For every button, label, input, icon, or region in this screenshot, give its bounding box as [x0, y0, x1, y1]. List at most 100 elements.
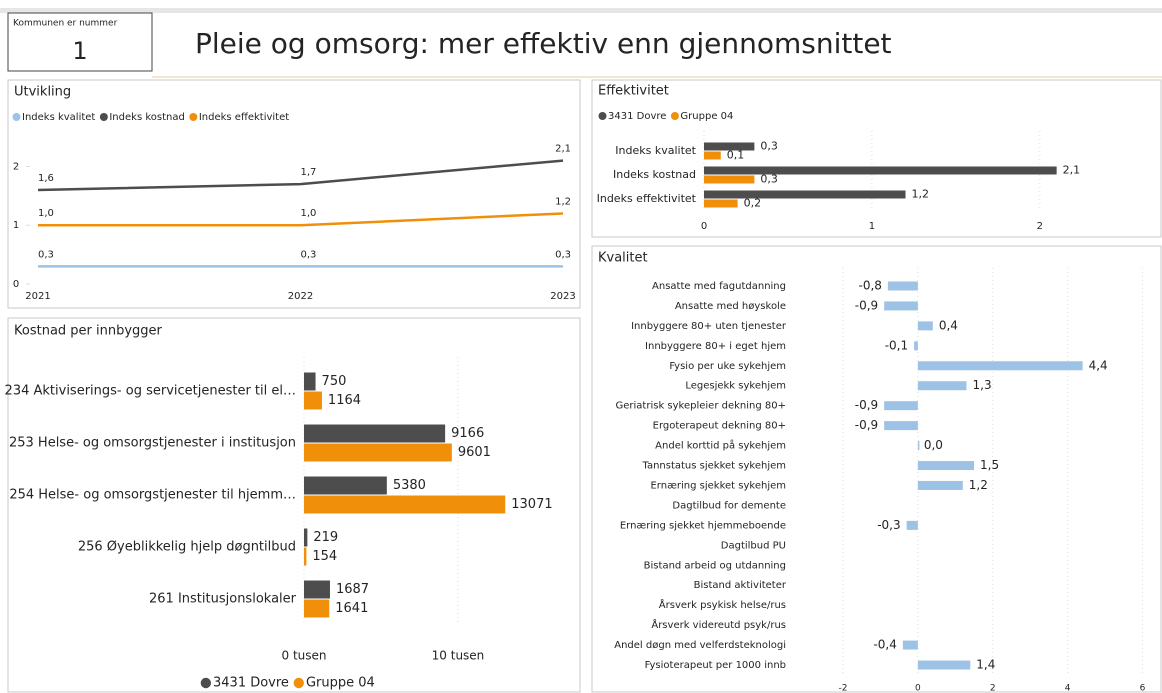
data-label: 0,0: [924, 438, 943, 452]
data-label: 1,2: [912, 188, 930, 201]
panel-title: Effektivitet: [598, 84, 669, 99]
category-label: 234 Aktiviserings- og servicetjenester t…: [5, 384, 296, 399]
data-label: 1,0: [301, 208, 317, 219]
data-label: 0,2: [744, 197, 762, 210]
data-label: 1,7: [301, 167, 317, 178]
bar: [304, 391, 322, 410]
legend-marker: [598, 112, 607, 120]
category-label: Indeks kvalitet: [615, 144, 696, 157]
card: [7, 12, 153, 72]
category-label: Årsverk videreutd psyk/rus: [651, 618, 786, 631]
card-label: Kommunen er nummer: [13, 19, 118, 29]
bar: [704, 199, 738, 208]
category-label: Legesjekk sykehjem: [685, 381, 786, 392]
data-label: 1164: [328, 393, 361, 408]
bar: [304, 495, 506, 514]
category-label: Ergoterapeut dekning 80+: [653, 421, 786, 432]
bar: [304, 580, 330, 599]
category-label: 254 Helse- og omsorgstjenester til hjemm…: [9, 488, 296, 503]
category-label: Indeks kostnad: [613, 168, 696, 181]
category-label: Ernæring sjekket hjemmeboende: [620, 520, 786, 531]
legend-marker: [293, 677, 304, 689]
data-label: -0,3: [877, 518, 900, 532]
category-label: Ansatte med høyskole: [675, 301, 786, 312]
panel: [591, 79, 1162, 238]
data-label: 0,3: [555, 249, 571, 260]
x-tick-label: 2021: [25, 291, 50, 302]
x-tick-label: 10 tusen: [432, 649, 485, 663]
bar: [704, 166, 1057, 175]
panel-title: Utvikling: [14, 85, 71, 100]
data-label: 1,3: [973, 378, 992, 392]
bar: [304, 424, 446, 443]
category-label: Årsverk psykisk helse/rus: [659, 598, 786, 611]
data-label: -0,9: [855, 418, 878, 432]
data-label: 9601: [458, 445, 491, 460]
data-label: -0,9: [855, 298, 878, 312]
bar: [917, 381, 967, 391]
bar: [917, 361, 1083, 371]
panel: [591, 245, 1162, 693]
data-label: 1,2: [555, 196, 571, 207]
category-label: Fysioterapeut per 1000 innb: [645, 660, 786, 671]
legend-marker: [200, 677, 212, 689]
data-label: 1641: [335, 601, 368, 616]
data-label: 154: [312, 549, 337, 564]
legend-marker: [189, 113, 198, 121]
category-label: Innbyggere 80+ i eget hjem: [645, 341, 786, 352]
data-label: 2,1: [555, 144, 571, 155]
x-tick-label: 6: [1140, 684, 1146, 693]
data-label: 0,3: [38, 249, 54, 260]
category-label: Dagtilbud PU: [721, 540, 786, 551]
data-label: 1,5: [980, 458, 999, 472]
category-label: Dagtilbud for demente: [672, 500, 786, 511]
page-title: Pleie og omsorg: mer effektiv enn gjenno…: [195, 27, 892, 60]
data-label: -0,9: [855, 398, 878, 412]
top-bar: [0, 8, 1162, 13]
category-label: Tannstatus sjekket sykehjem: [641, 461, 786, 472]
data-label: -0,8: [858, 278, 881, 292]
y-tick-label: 2: [13, 161, 19, 172]
x-tick-label: 2: [1037, 221, 1043, 232]
bar: [917, 480, 963, 490]
data-label: 2,1: [1063, 164, 1081, 177]
x-tick-label: 0: [701, 221, 707, 232]
bar: [304, 372, 316, 391]
panel-title: Kvalitet: [598, 251, 648, 266]
data-label: 0,1: [727, 149, 745, 162]
x-tick-label: 4: [1065, 684, 1071, 693]
legend-label: Gruppe 04: [306, 676, 375, 691]
legend-marker: [12, 113, 21, 121]
series-line: [37, 159, 564, 192]
data-label: 0,3: [760, 140, 778, 153]
y-tick-label: 1: [13, 220, 19, 231]
bar: [704, 142, 755, 151]
bar: [304, 443, 452, 462]
x-tick-label: -2: [838, 684, 847, 693]
category-label: Bistand arbeid og utdanning: [644, 560, 786, 571]
legend-label: 3431 Dovre: [213, 676, 289, 691]
legend-label: Indeks effektivitet: [199, 112, 289, 123]
data-label: 1,6: [38, 173, 54, 184]
data-label: 1,0: [38, 208, 54, 219]
data-label: 750: [322, 374, 347, 389]
data-label: 5380: [393, 478, 426, 493]
category-label: Fysio per uke sykehjem: [669, 361, 786, 372]
bar: [906, 520, 918, 530]
x-tick-label: 2022: [288, 291, 313, 302]
category-label: 256 Øyeblikkelig hjelp døgntilbud: [78, 540, 296, 555]
legend-label: Indeks kvalitet: [22, 112, 95, 123]
category-label: Bistand aktiviteter: [694, 580, 787, 591]
legend-label: Gruppe 04: [680, 111, 733, 122]
bar: [887, 281, 918, 291]
x-tick-label: 0: [915, 684, 921, 693]
x-tick-label: 0 tusen: [282, 649, 327, 663]
bar: [704, 190, 906, 199]
data-label: -0,4: [873, 638, 896, 652]
data-label: 0,3: [760, 173, 778, 186]
data-label: 0,3: [301, 249, 317, 260]
card-value: 1: [72, 37, 87, 65]
bar: [304, 528, 308, 547]
category-label: Geriatrisk sykepleier dekning 80+: [616, 401, 787, 412]
